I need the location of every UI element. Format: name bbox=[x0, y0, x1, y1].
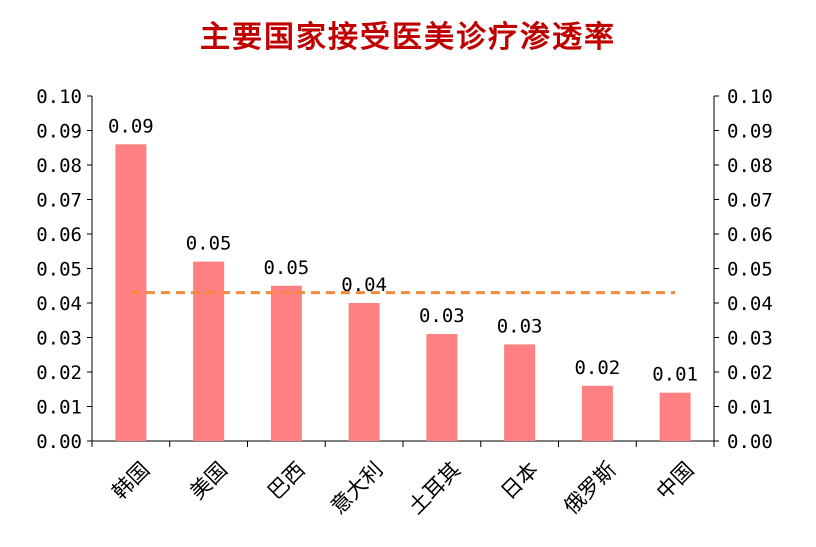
y-tick-label-left: 0.10 bbox=[36, 86, 82, 108]
bar bbox=[581, 385, 613, 441]
bar bbox=[426, 334, 458, 441]
data-label: 0.01 bbox=[652, 364, 698, 386]
category-label: 巴西 bbox=[263, 457, 310, 504]
y-tick-label-left: 0.08 bbox=[36, 155, 82, 177]
y-tick-label-right: 0.05 bbox=[727, 259, 773, 281]
y-tick-label-left: 0.05 bbox=[36, 259, 82, 281]
bar bbox=[659, 392, 691, 441]
bar bbox=[193, 261, 225, 441]
bar bbox=[348, 303, 380, 441]
y-tick-label-right: 0.07 bbox=[727, 190, 773, 212]
bar bbox=[504, 344, 536, 441]
data-label: 0.03 bbox=[497, 315, 543, 337]
y-tick-label-right: 0.08 bbox=[727, 155, 773, 177]
category-label: 俄罗斯 bbox=[559, 457, 621, 519]
data-label: 0.05 bbox=[263, 257, 309, 279]
y-tick-label-right: 0.04 bbox=[727, 293, 773, 315]
y-tick-label-left: 0.03 bbox=[36, 328, 82, 350]
category-label: 中国 bbox=[652, 457, 699, 504]
category-label: 意大利 bbox=[326, 457, 388, 519]
y-tick-label-left: 0.02 bbox=[36, 362, 82, 384]
y-tick-label-left: 0.09 bbox=[36, 121, 82, 143]
y-tick-label-right: 0.02 bbox=[727, 362, 773, 384]
category-label: 日本 bbox=[496, 457, 543, 504]
y-tick-label-right: 0.00 bbox=[727, 431, 773, 453]
y-tick-label-left: 0.06 bbox=[36, 224, 82, 246]
data-label: 0.09 bbox=[108, 115, 154, 137]
category-label: 土耳其 bbox=[404, 457, 466, 519]
chart-title: 主要国家接受医美诊疗渗透率 bbox=[200, 20, 616, 55]
y-tick-label-right: 0.10 bbox=[727, 86, 773, 108]
data-label: 0.02 bbox=[574, 357, 620, 379]
data-label: 0.05 bbox=[186, 233, 232, 255]
y-tick-label-right: 0.09 bbox=[727, 121, 773, 143]
y-tick-label-left: 0.01 bbox=[36, 397, 82, 419]
category-label: 美国 bbox=[185, 457, 232, 504]
y-tick-label-left: 0.07 bbox=[36, 190, 82, 212]
data-label: 0.03 bbox=[419, 305, 465, 327]
data-label: 0.04 bbox=[341, 274, 387, 296]
y-tick-label-right: 0.03 bbox=[727, 328, 773, 350]
y-tick-label-right: 0.01 bbox=[727, 397, 773, 419]
y-tick-label-left: 0.04 bbox=[36, 293, 82, 315]
bar bbox=[270, 285, 302, 441]
y-tick-label-right: 0.06 bbox=[727, 224, 773, 246]
category-label: 韩国 bbox=[108, 457, 155, 504]
y-tick-label-left: 0.00 bbox=[36, 431, 82, 453]
